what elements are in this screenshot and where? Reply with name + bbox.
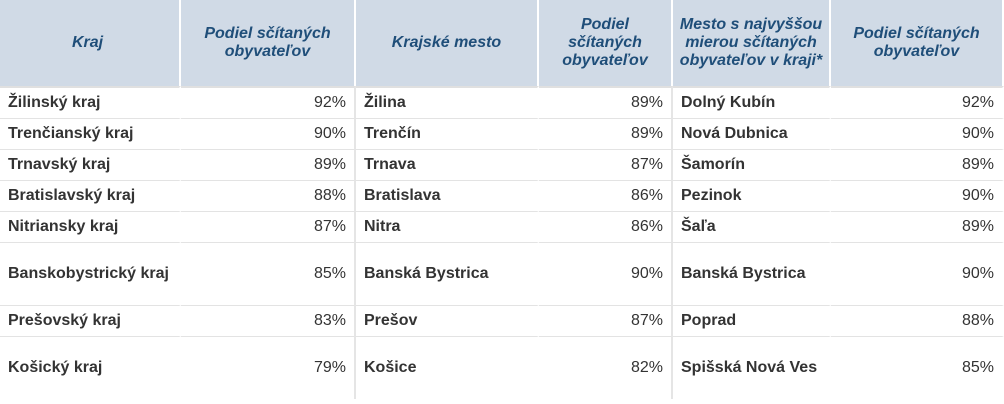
top-share-cell: 85% xyxy=(831,336,1004,399)
top-mesto-cell: Nová Dubnica xyxy=(673,118,831,149)
top-mesto-cell: Banská Bystrica xyxy=(673,242,831,305)
mesto-share-cell: 82% xyxy=(539,336,673,399)
header-top-share: Podiel sčítaných obyvateľov xyxy=(831,0,1004,86)
top-mesto-cell: Spišská Nová Ves xyxy=(673,336,831,399)
mesto-share-cell: 87% xyxy=(539,149,673,180)
top-share-cell: 90% xyxy=(831,242,1004,305)
kraj-share-cell: 90% xyxy=(181,118,356,149)
table-row: Prešovský kraj 83% Prešov 87% Poprad 88% xyxy=(0,305,1004,336)
header-kraj: Kraj xyxy=(0,0,181,86)
table-row: Trnavský kraj 89% Trnava 87% Šamorín 89% xyxy=(0,149,1004,180)
mesto-cell: Žilina xyxy=(356,86,539,118)
table-row: Košický kraj 79% Košice 82% Spišská Nová… xyxy=(0,336,1004,399)
top-mesto-cell: Poprad xyxy=(673,305,831,336)
mesto-share-cell: 89% xyxy=(539,86,673,118)
top-share-cell: 90% xyxy=(831,180,1004,211)
header-top-mesto: Mesto s najvyššou mierou sčítaných obyva… xyxy=(673,0,831,86)
top-mesto-cell: Dolný Kubín xyxy=(673,86,831,118)
mesto-share-cell: 89% xyxy=(539,118,673,149)
table-row: Bratislavský kraj 88% Bratislava 86% Pez… xyxy=(0,180,1004,211)
kraj-cell: Bratislavský kraj xyxy=(0,180,181,211)
mesto-cell: Bratislava xyxy=(356,180,539,211)
kraj-share-cell: 83% xyxy=(181,305,356,336)
mesto-cell: Trnava xyxy=(356,149,539,180)
mesto-share-cell: 87% xyxy=(539,305,673,336)
top-mesto-cell: Šamorín xyxy=(673,149,831,180)
header-krajske-mesto: Krajské mesto xyxy=(356,0,539,86)
mesto-cell: Prešov xyxy=(356,305,539,336)
kraj-cell: Trenčianský kraj xyxy=(0,118,181,149)
kraj-share-cell: 79% xyxy=(181,336,356,399)
kraj-cell: Nitriansky kraj xyxy=(0,211,181,242)
mesto-share-cell: 90% xyxy=(539,242,673,305)
mesto-cell: Trenčín xyxy=(356,118,539,149)
top-share-cell: 92% xyxy=(831,86,1004,118)
top-share-cell: 88% xyxy=(831,305,1004,336)
top-share-cell: 89% xyxy=(831,211,1004,242)
table-header-row: Kraj Podiel sčítaných obyvateľov Krajské… xyxy=(0,0,1004,86)
mesto-cell: Košice xyxy=(356,336,539,399)
kraj-cell: Trnavský kraj xyxy=(0,149,181,180)
mesto-share-cell: 86% xyxy=(539,211,673,242)
mesto-share-cell: 86% xyxy=(539,180,673,211)
header-kraj-share: Podiel sčítaných obyvateľov xyxy=(181,0,356,86)
kraj-share-cell: 88% xyxy=(181,180,356,211)
kraj-cell: Banskobystrický kraj xyxy=(0,242,181,305)
mesto-cell: Nitra xyxy=(356,211,539,242)
kraj-share-cell: 85% xyxy=(181,242,356,305)
kraj-cell: Prešovský kraj xyxy=(0,305,181,336)
kraj-share-cell: 92% xyxy=(181,86,356,118)
kraj-share-cell: 89% xyxy=(181,149,356,180)
header-mesto-share: Podiel sčítaných obyvateľov xyxy=(539,0,673,86)
top-share-cell: 89% xyxy=(831,149,1004,180)
top-mesto-cell: Šaľa xyxy=(673,211,831,242)
table-row: Nitriansky kraj 87% Nitra 86% Šaľa 89% xyxy=(0,211,1004,242)
table-row: Žilinský kraj 92% Žilina 89% Dolný Kubín… xyxy=(0,86,1004,118)
mesto-cell: Banská Bystrica xyxy=(356,242,539,305)
top-share-cell: 90% xyxy=(831,118,1004,149)
kraj-share-cell: 87% xyxy=(181,211,356,242)
kraj-cell: Žilinský kraj xyxy=(0,86,181,118)
top-mesto-cell: Pezinok xyxy=(673,180,831,211)
kraj-cell: Košický kraj xyxy=(0,336,181,399)
table-row: Banskobystrický kraj 85% Banská Bystrica… xyxy=(0,242,1004,305)
table-row: Trenčianský kraj 90% Trenčín 89% Nová Du… xyxy=(0,118,1004,149)
